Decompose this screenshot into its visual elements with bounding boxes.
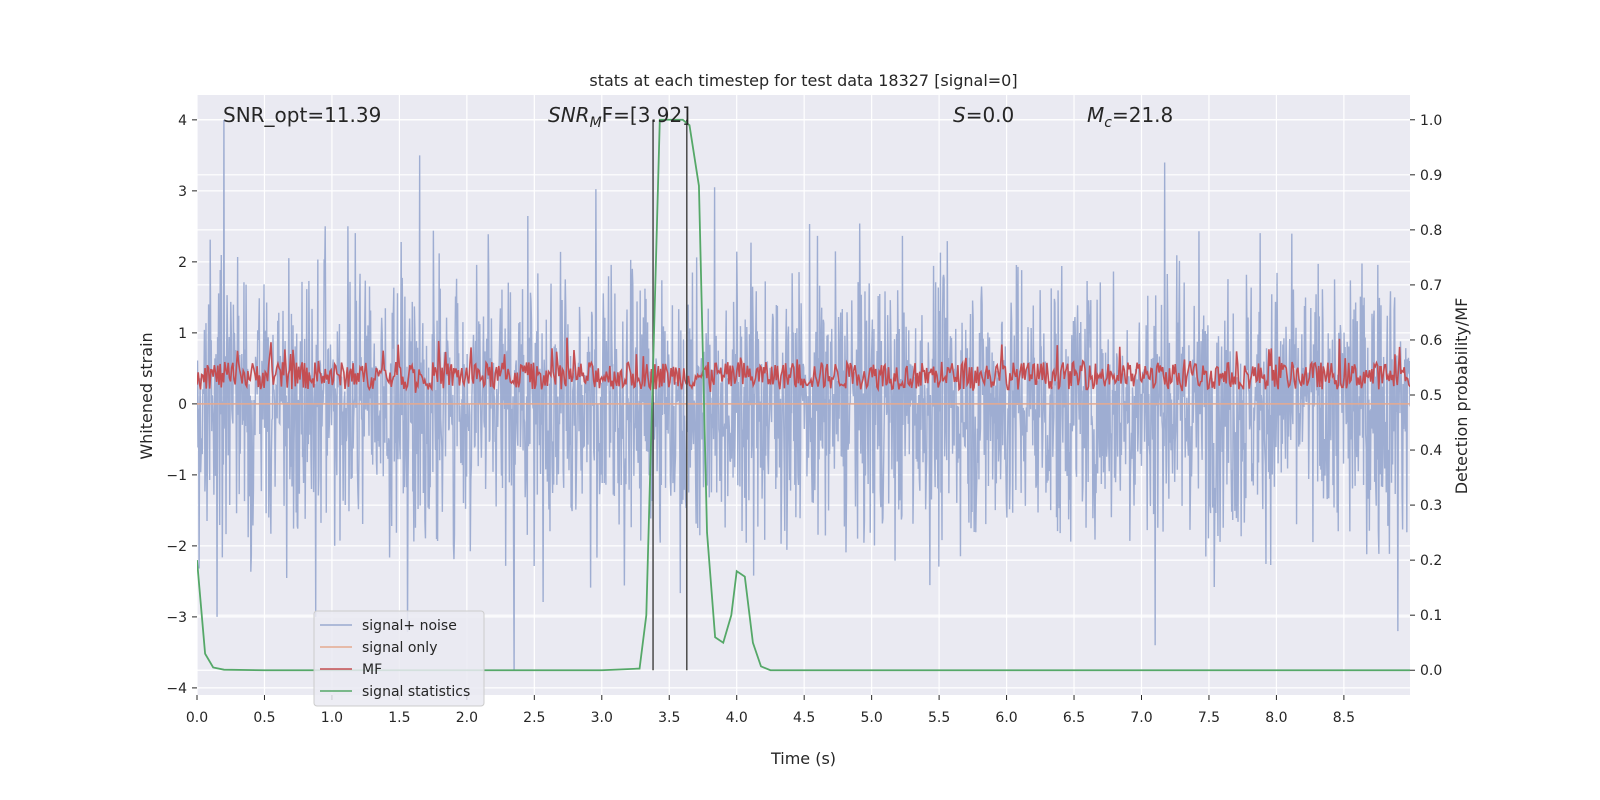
x-tick-label-17: 8.5 [1333,710,1355,726]
right-tick-label-4: 0.6 [1420,333,1442,349]
left-tick-label-4: 0 [178,397,187,413]
signal-noise-line [197,119,1410,671]
x-tick-label-5: 2.5 [523,710,545,726]
right-y-axis: 1.0 0.9 0.8 0.7 0.6 0.5 0.4 0.3 0.2 0.1 0.0 [1410,113,1442,679]
x-tick-label-3: 1.5 [388,710,410,726]
left-tick-label-6: −2 [166,539,187,555]
x-tick-label-2: 1.0 [321,710,343,726]
annotation-s: S=0.0 [953,103,1014,127]
mc-tail: =21.8 [1112,103,1173,127]
legend-item-mf: MF [320,662,382,678]
left-tick-label-7: −3 [166,610,187,626]
x-tick-label-4: 2.0 [456,710,478,726]
annotation-snr-opt: SNR_opt=11.39 [223,103,381,127]
series-signal-noise [197,119,1410,671]
series-mf [197,337,1410,393]
legend-item-signal-only: signal only [320,640,437,656]
left-y-axis-label: Whitened strain [137,332,156,459]
chart-title: stats at each timestep for test data 183… [589,71,1017,90]
snr-mf-tail: F=[3.92] [602,103,690,127]
x-tick-label-15: 7.5 [1198,710,1220,726]
annotation-snr-mf: SNRMF=[3.92] [548,103,690,131]
left-tick-label-8: −4 [166,681,187,697]
x-tick-label-9: 4.5 [793,710,815,726]
right-tick-label-3: 0.7 [1420,278,1442,294]
right-y-axis-label: Detection probability/MF [1452,298,1471,495]
x-axis-label: Time (s) [770,749,836,768]
annotation-mc: Mc=21.8 [1087,103,1173,131]
x-tick-label-11: 5.5 [928,710,950,726]
mf-line [197,337,1410,393]
legend: signal+ noise signal only MF signal stat… [313,610,485,707]
left-tick-label-0: 4 [178,113,187,129]
left-tick-label-2: 2 [178,255,187,271]
x-tick-label-8: 4.0 [726,710,748,726]
right-tick-label-6: 0.4 [1420,443,1442,459]
legend-item-signal-statistics: signal statistics [320,684,470,700]
mc-main: M [1087,103,1104,127]
legend-label-mf: MF [362,662,382,678]
right-tick-label-0: 1.0 [1420,113,1442,129]
snr-mf-sub: M [590,115,602,131]
left-tick-label-3: 1 [178,326,187,342]
right-tick-label-10: 0.0 [1420,663,1442,679]
s-main: S [953,103,966,127]
left-tick-label-1: 3 [178,184,187,200]
x-tick-label-14: 7.0 [1130,710,1152,726]
legend-box [313,610,485,707]
right-tick-label-9: 0.1 [1420,608,1442,624]
right-tick-label-1: 0.9 [1420,168,1442,184]
mc-sub: c [1104,115,1112,131]
legend-item-signal-noise: signal+ noise [320,618,457,634]
x-tick-label-13: 6.5 [1063,710,1085,726]
snr-mf-main: SNR [548,103,590,127]
x-tick-label-0: 0.0 [186,710,208,726]
x-tick-label-12: 6.0 [995,710,1017,726]
x-tick-label-6: 3.0 [591,710,613,726]
right-tick-label-8: 0.2 [1420,553,1442,569]
legend-label-signal-noise: signal+ noise [362,618,457,634]
x-axis: 0.0 0.5 1.0 1.5 2.0 2.5 3.0 3.5 4.0 4.5 5.0 5.5 6.0 6… [186,695,1355,726]
legend-label-signal-only: signal only [362,640,437,656]
s-tail: =0.0 [966,103,1015,127]
x-tick-label-7: 3.5 [658,710,680,726]
legend-label-signal-statistics: signal statistics [362,684,470,700]
right-tick-label-2: 0.8 [1420,223,1442,239]
x-tick-label-16: 8.0 [1265,710,1287,726]
left-tick-label-5: −1 [166,468,187,484]
x-tick-label-10: 5.0 [861,710,883,726]
right-tick-label-5: 0.5 [1420,388,1442,404]
x-tick-label-1: 0.5 [253,710,275,726]
right-tick-label-7: 0.3 [1420,498,1442,514]
left-y-axis: 4 3 2 1 0 −1 −2 −3 −4 [166,113,197,697]
